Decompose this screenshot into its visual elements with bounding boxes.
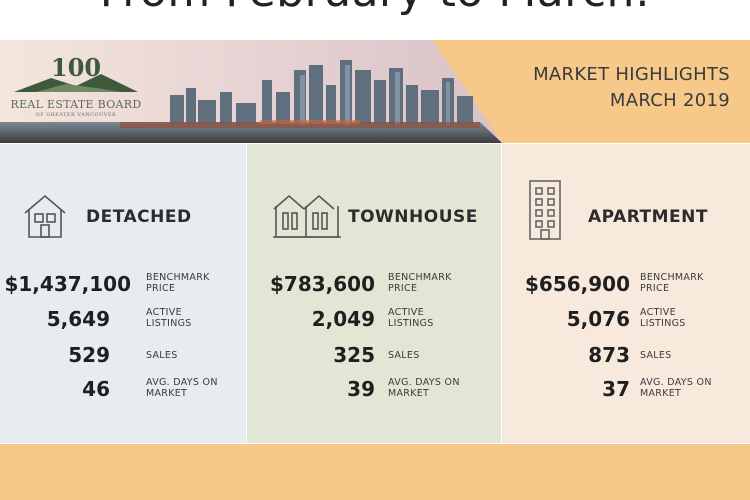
stat-value: 529 <box>68 343 110 367</box>
banner-title-line2: MARCH 2019 <box>609 90 730 111</box>
logo-subtext: OF GREATER VANCOUVER <box>35 112 117 118</box>
stat-label: BENCHMARK PRICE <box>640 272 704 294</box>
stat-label: ACTIVE LISTINGS <box>640 307 686 329</box>
stat-label: ACTIVE LISTINGS <box>388 307 434 329</box>
panel-title: TOWNHOUSE <box>348 207 478 227</box>
stat-value: $656,900 <box>524 272 630 296</box>
stat-label: SALES <box>146 350 178 361</box>
stat-label: BENCHMARK PRICE <box>146 272 210 294</box>
apartment-icon <box>529 180 561 240</box>
stat-label: AVG. DAYS ON MARKET <box>388 377 460 399</box>
stat-label: AVG. DAYS ON MARKET <box>640 377 712 399</box>
townhouse-icon <box>273 194 341 238</box>
footer-band <box>0 444 750 500</box>
banner-title: MARKET HIGHLIGHTS MARCH 2019 <box>533 62 730 114</box>
house-icon <box>24 194 66 238</box>
stat-value: $1,437,100 <box>4 272 131 296</box>
stat-label: AVG. DAYS ON MARKET <box>146 377 218 399</box>
stat-value: 873 <box>588 343 630 367</box>
panel-apartment: APARTMENT $656,900 BENCHMARK PRICE 5,076 … <box>502 144 750 443</box>
banner-title-line1: MARKET HIGHLIGHTS <box>533 64 730 85</box>
stat-label: SALES <box>640 350 672 361</box>
stat-label: BENCHMARK PRICE <box>388 272 452 294</box>
stat-value: $783,600 <box>269 272 375 296</box>
stat-value: 5,649 <box>46 307 110 331</box>
stat-label: SALES <box>388 350 420 361</box>
svg-text:100: 100 <box>51 53 101 82</box>
stat-label: ACTIVE LISTINGS <box>146 307 192 329</box>
stat-value: 2,049 <box>311 307 375 331</box>
logo-text: REAL ESTATE BOARD <box>10 98 142 111</box>
stat-value: 5,076 <box>566 307 630 331</box>
stat-value: 46 <box>82 377 110 401</box>
stat-value: 39 <box>347 377 375 401</box>
board-logo: 100 REAL ESTATE BOARD OF GREATER VANCOUV… <box>6 48 146 128</box>
panel-title: DETACHED <box>86 207 192 227</box>
stat-value: 325 <box>333 343 375 367</box>
skyline-image <box>0 40 502 143</box>
logo-graphic: 100 <box>14 53 138 92</box>
panel-townhouse: TOWNHOUSE $783,600 BENCHMARK PRICE 2,049 … <box>247 144 501 443</box>
page-heading: From February to March: <box>0 0 750 26</box>
panel-detached: DETACHED $1,437,100 BENCHMARK PRICE 5,649… <box>0 144 246 443</box>
stat-value: 37 <box>602 377 630 401</box>
panel-title: APARTMENT <box>588 207 708 227</box>
banner: 100 REAL ESTATE BOARD OF GREATER VANCOUV… <box>0 40 750 143</box>
